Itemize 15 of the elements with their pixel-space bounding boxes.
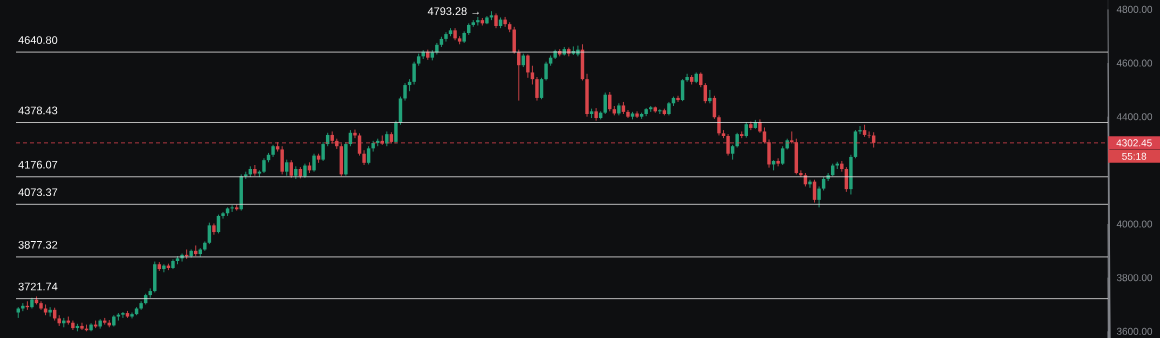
y-tick-label: 4400.00	[1116, 113, 1153, 121]
ref-line-label: 4378.43	[18, 106, 58, 115]
y-tick-label: 3800.00	[1116, 274, 1153, 282]
y-tick-label: 4000.00	[1116, 220, 1153, 228]
y-tick-label: 4800.00	[1116, 5, 1153, 13]
ref-line-label: 4640.80	[18, 36, 58, 44]
y-tick-label: 4600.00	[1116, 59, 1153, 67]
ref-line-label: 4176.07	[18, 160, 58, 169]
text: 55:18	[1122, 152, 1147, 160]
y-tick-label: 3600.00	[1116, 327, 1153, 335]
ref-line-label: 4073.37	[18, 188, 58, 197]
ref-line-label: 3721.74	[18, 282, 58, 291]
ref-line-label: 4302.45	[1116, 139, 1152, 147]
ref-line-label: 3877.32	[18, 240, 58, 249]
annotation: 4793.28 →	[427, 7, 479, 16]
